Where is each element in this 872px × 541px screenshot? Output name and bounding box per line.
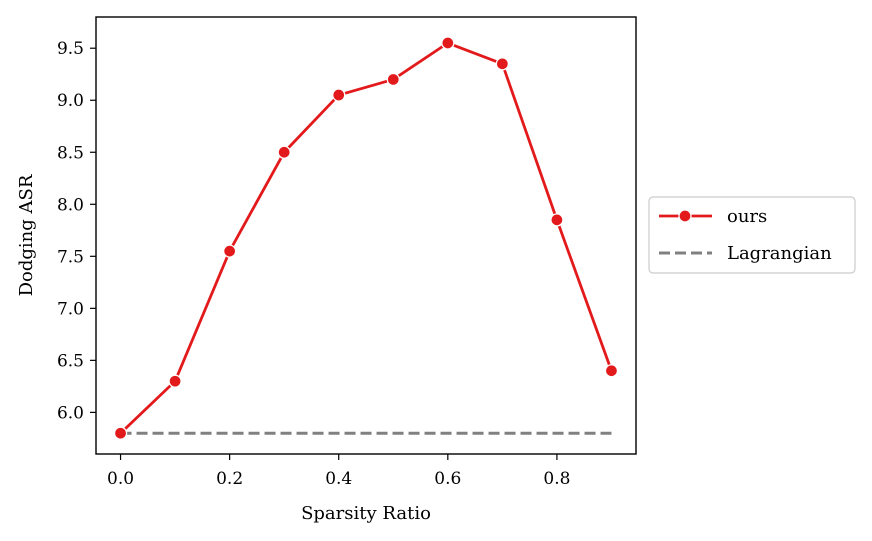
data-point-ours — [441, 36, 455, 50]
data-point-ours — [332, 88, 346, 102]
data-point-ours — [550, 213, 564, 227]
y-tick-label: 8.0 — [57, 195, 84, 215]
y-tick-label: 9.5 — [57, 39, 84, 59]
data-point-ours — [495, 57, 510, 71]
x-tick-label: 0.8 — [543, 469, 570, 489]
x-tick-label: 0.6 — [434, 469, 461, 489]
data-point-ours — [386, 72, 400, 87]
data-point-ours — [168, 374, 182, 388]
y-tick-label: 7.0 — [57, 299, 84, 319]
data-point-ours — [113, 426, 128, 440]
x-tick-label: 0.4 — [325, 469, 352, 489]
plot-frame — [95, 16, 637, 455]
x-axis-label: Sparsity Ratio — [301, 503, 431, 524]
y-tick-label: 6.5 — [57, 351, 84, 371]
legend-marker-ours — [678, 209, 692, 223]
y-tick-label: 8.5 — [57, 143, 84, 163]
axis-ticks: 0.0 0.2 0.4 0.6 0.8 6.0 6.5 7.0 7.5 8.0 8.5 9.0 9.5 — [57, 39, 570, 489]
series-line-ours — [119, 41, 613, 435]
data-point-ours — [604, 364, 619, 378]
x-tick-label: 0.0 — [107, 469, 134, 489]
x-tick-label: 0.2 — [216, 469, 243, 489]
y-axis-label: Dodging ASR — [16, 174, 37, 296]
legend-label-ours: ours — [727, 206, 767, 227]
data-point-ours — [222, 244, 237, 258]
legend: ours Lagrangian — [648, 196, 856, 274]
legend-label-lagrangian: Lagrangian — [727, 243, 832, 264]
y-tick-label: 6.0 — [57, 403, 84, 423]
y-tick-label: 9.0 — [57, 91, 84, 111]
data-point-ours — [277, 145, 291, 159]
plot-area — [113, 36, 619, 440]
y-tick-label: 7.5 — [57, 247, 84, 267]
